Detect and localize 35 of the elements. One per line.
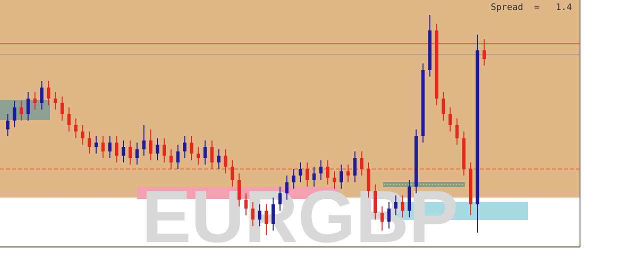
text: Spread = 1.4 [490,3,572,13]
candlestick [203,140,207,166]
candlestick [60,96,64,122]
candlestick [196,146,200,166]
candlestick [142,124,146,156]
candlestick [169,148,173,170]
candlestick [114,136,118,163]
candlestick [176,144,180,170]
candlestick [40,80,44,110]
candlestick [94,136,98,154]
candlestick [74,118,78,139]
candlestick [448,106,452,132]
candlestick [26,92,30,122]
candlestick [108,136,112,158]
candlestick [122,140,126,163]
candlestick [149,128,152,161]
candlestick [54,92,58,110]
candlestick [101,136,105,158]
candlestick [224,148,228,174]
candlestick [80,124,84,146]
candlestick [46,80,50,106]
candlestick [183,136,186,158]
candlestick [6,114,10,136]
candlestick [319,160,323,180]
candlestick [88,131,92,154]
candlestick [360,150,364,176]
candlestick [482,38,486,66]
candlestick [20,100,24,122]
candlestick [442,92,446,122]
candlestick [128,140,132,166]
candlestick [217,148,220,170]
candlestick [135,142,139,166]
candlestick [33,92,37,110]
candlestick [353,150,357,183]
candlestick [162,138,166,163]
